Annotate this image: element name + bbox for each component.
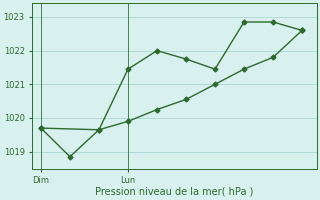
X-axis label: Pression niveau de la mer( hPa ): Pression niveau de la mer( hPa ) [95, 187, 253, 197]
